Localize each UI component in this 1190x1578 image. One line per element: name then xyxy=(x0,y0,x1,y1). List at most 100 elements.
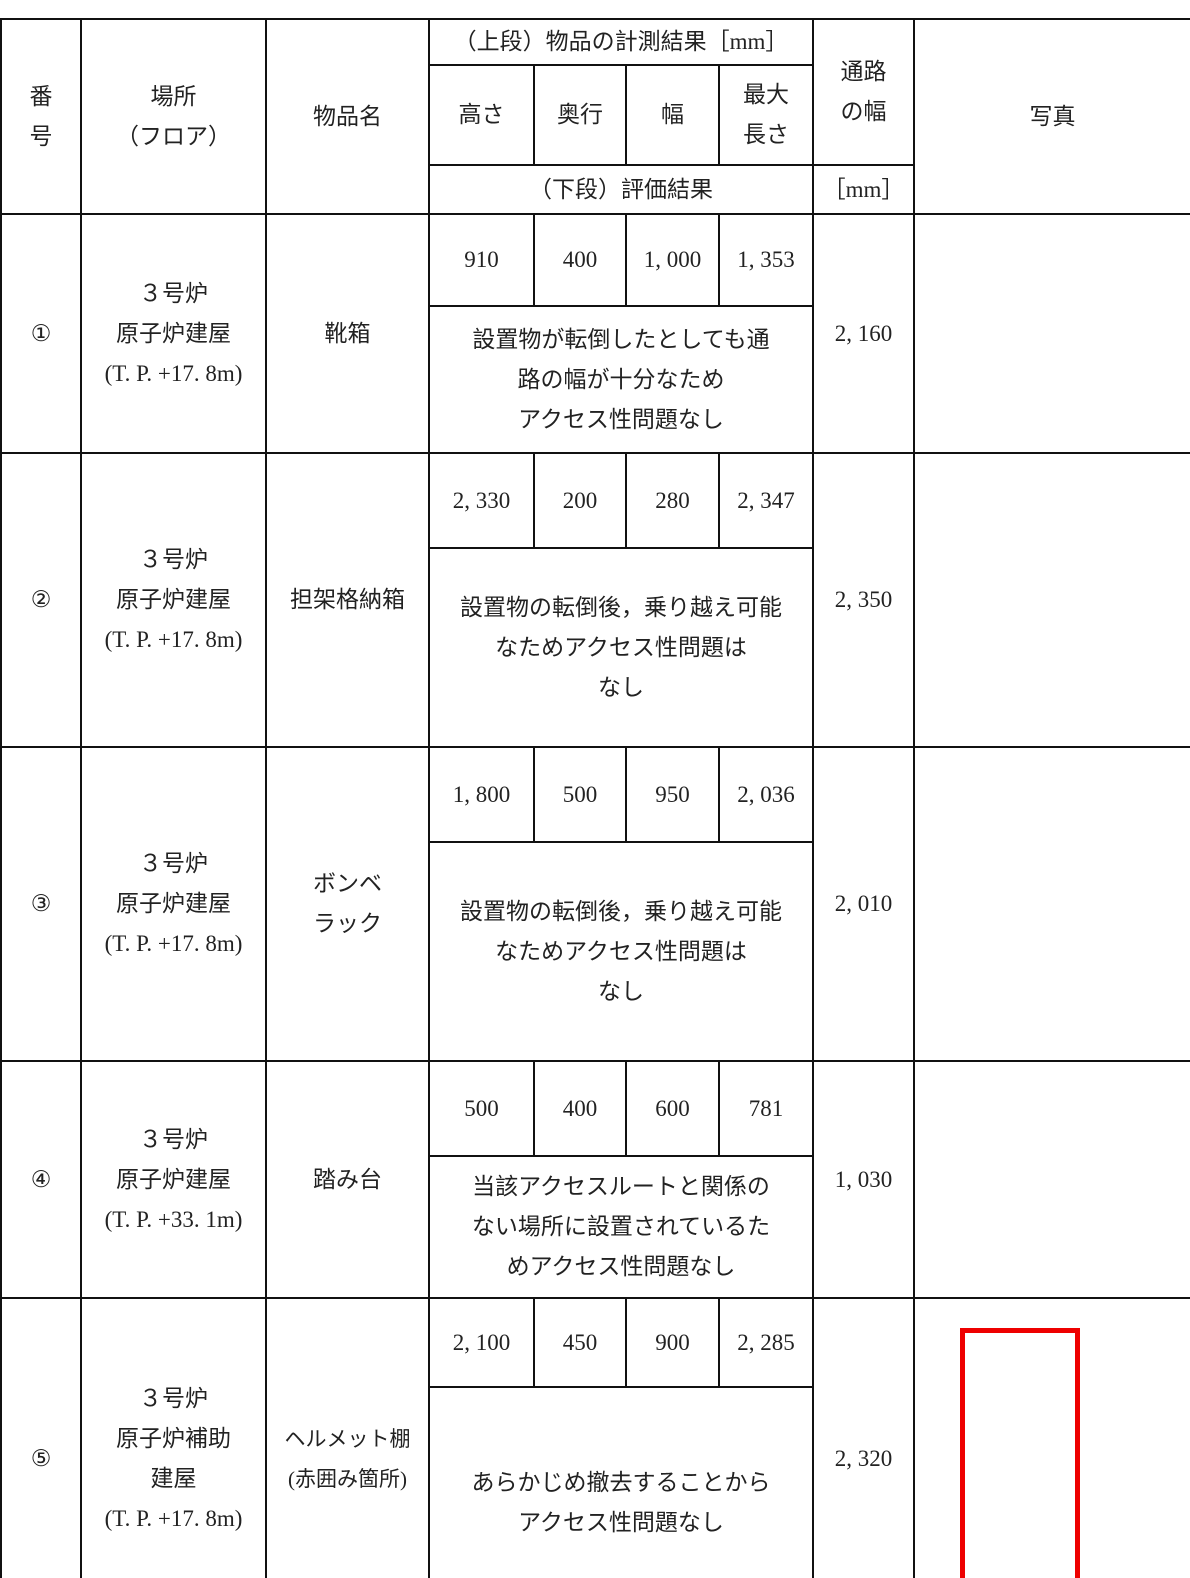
row-number: ② xyxy=(0,452,82,748)
text-line: 号 xyxy=(29,123,53,149)
photo xyxy=(915,1080,1177,1280)
text-line: 通路 xyxy=(840,59,887,84)
header-item: 物品名 xyxy=(265,18,430,215)
text-line: 番 xyxy=(29,83,53,109)
row-passage: 2, 160 xyxy=(812,213,916,454)
text-line: アクセス性問題なし xyxy=(518,406,724,432)
row-number: ① xyxy=(0,213,82,454)
measure: 1, 353 xyxy=(717,213,815,307)
text-line: ない場所に設置されているた xyxy=(471,1214,771,1239)
header-height: 高さ xyxy=(428,64,535,166)
measure: 781 xyxy=(717,1060,815,1157)
highlight-box xyxy=(960,1327,1081,1578)
text-line: （フロア） xyxy=(116,123,231,149)
row-item: ヘルメット棚 (赤囲み箇所) xyxy=(265,1297,430,1578)
text-line: なためアクセス性問題は xyxy=(495,634,747,660)
text-line: 原子炉建屋 xyxy=(116,1166,231,1192)
photo-cell xyxy=(913,213,1190,454)
photo-cell xyxy=(913,1060,1190,1299)
photo-cell xyxy=(913,746,1190,1062)
header-number: 番号 xyxy=(0,18,82,215)
text-line: 原子炉建屋 xyxy=(116,587,231,612)
measure: 500 xyxy=(533,746,627,843)
row-passage: 2, 010 xyxy=(812,746,916,1062)
measure: 500 xyxy=(428,1060,535,1157)
photo xyxy=(915,237,1170,430)
header-width: 幅 xyxy=(625,64,720,166)
text-line: ３号炉 xyxy=(139,547,208,572)
data-row: 設置物の転倒後，乗り越え可能 なためアクセス性問題は なし xyxy=(1,841,1190,1062)
text-line: ３号炉 xyxy=(139,1126,208,1152)
text-line: (T. P. +17. 8m) xyxy=(104,360,243,386)
text-line: (T. P. +17. 8m) xyxy=(104,627,243,652)
header-row: 番号場所 （フロア） 物品名 （上段）物品の計測結果［mm］ 通路 の幅 写真 xyxy=(0,18,1190,215)
text-line: ヘルメット棚 xyxy=(284,1426,411,1451)
evaluation: 当該アクセスルートと関係の ない場所に設置されているた めアクセス性問題なし xyxy=(427,1155,815,1299)
measure: 450 xyxy=(533,1297,627,1388)
photo-cell xyxy=(913,1297,1190,1578)
measure: 2, 330 xyxy=(428,452,535,549)
row-number: ⑤ xyxy=(0,1297,82,1578)
photo xyxy=(915,771,1117,1038)
row-location: ３号炉原子炉建屋 (T. P. +17. 8m) xyxy=(80,746,267,1062)
evaluation: 設置物の転倒後，乗り越え可能 なためアクセス性問題は なし xyxy=(427,547,815,748)
photo xyxy=(915,1320,1127,1578)
measure: 1, 000 xyxy=(625,213,720,307)
text-line: ３号炉 xyxy=(139,851,208,876)
text-line: 原子炉建屋 xyxy=(116,320,231,346)
data-row: 設置物が転倒したとしても通 路の幅が十分なため アクセス性問題なし xyxy=(1,305,1190,454)
measure: 280 xyxy=(625,452,720,549)
data-row: あらかじめ撤去することから アクセス性問題なし xyxy=(1,1386,1190,1578)
row-item: 踏み台 xyxy=(265,1060,430,1299)
header-passage-unit: ［mm］ xyxy=(812,164,916,215)
text-line: (T. P. +17. 8m) xyxy=(104,1505,243,1531)
data-row: ① ３号炉 原子炉建屋 (T. P. +17. 8m) 靴箱 910 400 1, 000 1,… xyxy=(0,213,1190,454)
evaluation: 設置物の転倒後，乗り越え可能 なためアクセス性問題は なし xyxy=(427,841,815,1062)
data-row: ④ ３号炉 原子炉建屋 (T. P. +33. 1m) 踏み台 500 400 600 781 1… xyxy=(0,1060,1190,1299)
measure: 600 xyxy=(625,1060,720,1157)
header-photo: 写真 xyxy=(913,18,1190,215)
header-lower: （下段）評価結果 xyxy=(427,164,815,215)
row-item: 担架格納箱 xyxy=(265,452,430,748)
measure: 400 xyxy=(533,213,627,307)
text-line: 原子炉建屋 xyxy=(116,891,231,916)
header-upper: （上段）物品の計測結果［mm］ xyxy=(427,18,815,66)
row-passage: 2, 320 xyxy=(812,1297,916,1578)
text-line: 路の幅が十分なため xyxy=(517,366,725,392)
text-line: 最大 xyxy=(743,82,790,107)
measure: 2, 347 xyxy=(717,452,815,549)
row-item: ボンベ ラック xyxy=(265,746,430,1062)
measure: 2, 285 xyxy=(717,1297,815,1388)
row-location: ３号炉 原子炉補助 建屋 (T. P. +17. 8m) xyxy=(80,1297,267,1578)
evaluation: 設置物が転倒したとしても通 路の幅が十分なため アクセス性問題なし xyxy=(427,305,815,454)
text-line: あらかじめ撤去することから xyxy=(471,1470,771,1495)
header-location: 場所 （フロア） xyxy=(80,18,267,215)
row-location: ３号炉 原子炉建屋 (T. P. +17. 8m) xyxy=(80,213,267,454)
header-row: 高さ 奥行幅最大 長さ xyxy=(1,64,1190,166)
text-line: の幅 xyxy=(840,99,887,124)
text-line: 建屋 xyxy=(150,1465,197,1491)
measure: 910 xyxy=(428,213,535,307)
page: 番号場所 （フロア） 物品名 （上段）物品の計測結果［mm］ 通路 の幅 写真 高さ 奥行幅最大… xyxy=(0,18,1190,1578)
text-line: ラック xyxy=(313,911,382,936)
text-line: 設置物の転倒後，乗り越え可能 xyxy=(460,594,783,620)
text-line: (T. P. +17. 8m) xyxy=(104,931,243,956)
measure: 400 xyxy=(533,1060,627,1157)
header-depth: 奥行 xyxy=(533,64,627,166)
text-line: ３号炉 xyxy=(139,1385,208,1411)
data-row: ② ３号炉原子炉建屋 (T. P. +17. 8m) 担架格納箱 2, 330 200 28… xyxy=(0,452,1190,748)
text-line: 設置物が転倒したとしても通 xyxy=(472,326,770,352)
row-location: ３号炉 原子炉建屋 (T. P. +33. 1m) xyxy=(80,1060,267,1299)
text-line: めアクセス性問題なし xyxy=(506,1254,736,1279)
text-line: なし xyxy=(598,674,645,700)
evaluation: あらかじめ撤去することから アクセス性問題なし xyxy=(427,1386,815,1578)
measure: 950 xyxy=(625,746,720,843)
table: 番号場所 （フロア） 物品名 （上段）物品の計測結果［mm］ 通路 の幅 写真 高さ 奥行幅最大… xyxy=(0,18,1190,1578)
row-location: ３号炉原子炉建屋 (T. P. +17. 8m) xyxy=(80,452,267,748)
row-item: 靴箱 xyxy=(265,213,430,454)
text-line: 踏み台 xyxy=(313,1166,382,1192)
row-number: ③ xyxy=(0,746,82,1062)
text-line: 設置物の転倒後，乗り越え可能 xyxy=(460,898,783,924)
measure: 1, 800 xyxy=(428,746,535,843)
measure: 200 xyxy=(533,452,627,549)
